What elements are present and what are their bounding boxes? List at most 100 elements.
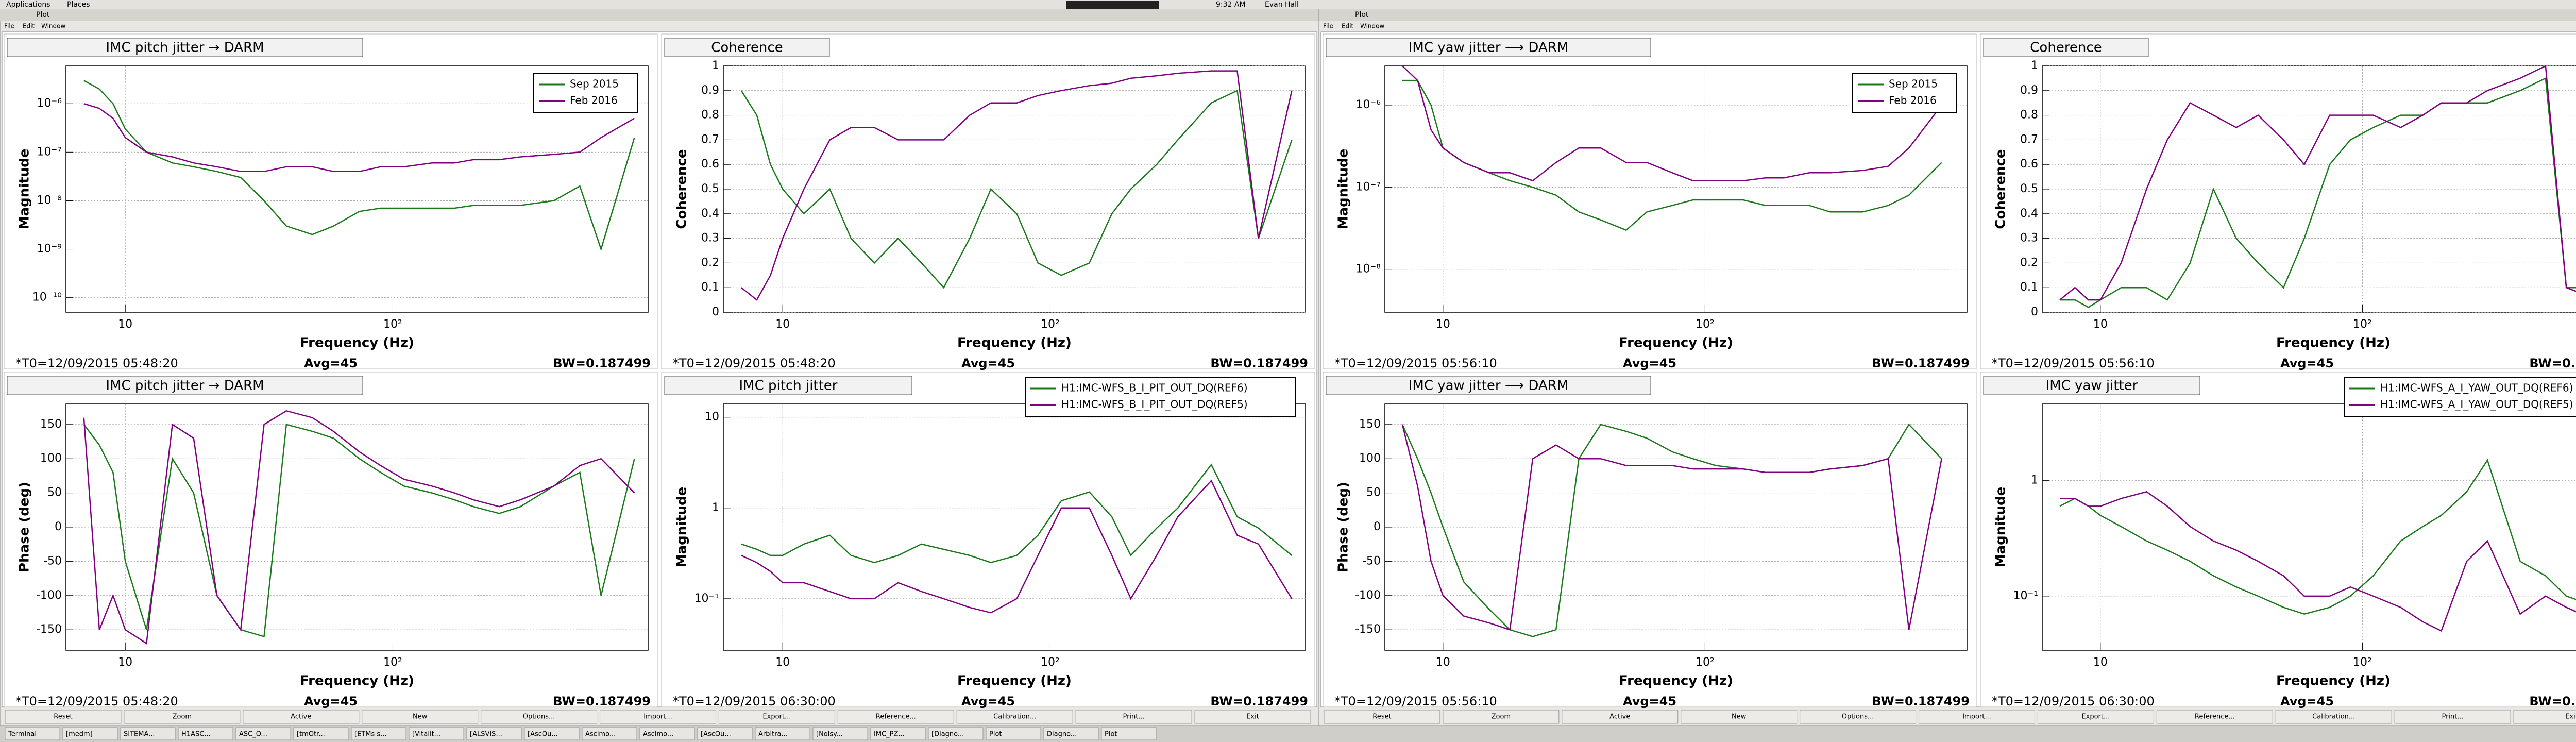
taskbar-label[interactable]: [Noisy... [816,731,842,738]
button-label[interactable]: Print... [1123,713,1144,721]
menu-item[interactable]: Window [41,23,66,30]
taskbar-item[interactable] [986,727,1041,740]
button-label[interactable]: Print... [2442,713,2463,721]
taskbar-item[interactable] [120,727,176,740]
button[interactable] [1194,710,1311,724]
taskbar-label[interactable]: [AscOu... [701,731,731,738]
button-label[interactable]: Reference... [876,713,916,721]
taskbar-label[interactable]: [ETMs s... [354,731,387,738]
button-label[interactable]: Calibration... [2312,713,2355,721]
footer-t0: *T0=12/09/2015 05:48:20 [673,356,836,370]
taskbar-item[interactable] [235,727,291,740]
taskbar-label[interactable]: H1ASC... [181,731,211,738]
taskbar-label[interactable]: IMC_PZ... [874,731,905,738]
user-name[interactable]: Evan Hall [1265,1,1299,9]
menu-applications[interactable]: Applications [6,1,50,9]
taskbar-label[interactable]: Diagno... [1047,731,1077,738]
taskbar-item[interactable] [1101,727,1157,740]
button[interactable] [2037,710,2154,724]
menu-item[interactable]: Edit [23,23,35,30]
footer-t0: *T0=12/09/2015 05:48:20 [15,694,178,709]
button[interactable] [1443,710,1560,724]
taskbar-label[interactable]: ASC_O... [239,731,267,738]
taskbar-label[interactable]: Plot [1105,731,1117,738]
button[interactable] [600,710,716,724]
taskbar-label[interactable]: Terminal [8,731,37,738]
taskbar-item[interactable] [62,727,118,740]
button-label[interactable]: Options... [523,713,555,721]
button[interactable] [5,710,122,724]
button[interactable] [2156,710,2273,724]
button-label[interactable]: Export... [762,713,791,721]
menu-item[interactable]: Window [1360,23,1385,30]
button[interactable] [2394,710,2511,724]
button-label[interactable]: Active [1609,713,1630,721]
button-label[interactable]: Zoom [1492,713,1511,721]
button-label[interactable]: Export... [2081,713,2110,721]
button-label[interactable]: Import... [1962,713,1991,721]
taskbar-item[interactable] [409,727,464,740]
y-tick-label: 0.5 [701,182,719,195]
taskbar-label[interactable]: Ascimo... [643,731,673,738]
button-label[interactable]: New [413,713,428,721]
taskbar-item[interactable] [928,727,984,740]
button[interactable] [124,710,241,724]
button[interactable] [2275,710,2392,724]
taskbar-item[interactable] [524,727,580,740]
taskbar-item[interactable] [582,727,637,740]
button[interactable] [1562,710,1679,724]
taskbar-label[interactable]: [AscOu... [528,731,558,738]
button[interactable] [718,710,835,724]
taskbar-label[interactable]: Arbitra... [758,731,788,738]
taskbar-label[interactable]: [medm] [66,731,93,738]
button[interactable] [481,710,598,724]
button[interactable] [1324,710,1440,724]
button-label[interactable]: Exit [1246,713,1259,721]
taskbar-item[interactable] [812,727,868,740]
menu-item[interactable]: Edit [1342,23,1354,30]
taskbar-item[interactable] [1043,727,1099,740]
button-label[interactable]: New [1732,713,1747,721]
taskbar-item[interactable] [5,727,60,740]
button[interactable] [362,710,479,724]
button-label[interactable]: Reference... [2195,713,2235,721]
button-label[interactable]: Exit [2565,713,2576,721]
button-label[interactable]: Options... [1842,713,1874,721]
menu-item[interactable]: File [4,23,14,30]
taskbar-label[interactable]: [Vitalit... [412,731,440,738]
series-line [1402,66,1942,182]
taskbar-label[interactable]: [tmOtr... [297,731,325,738]
button[interactable] [1919,710,2035,724]
taskbar-item[interactable] [639,727,695,740]
button[interactable] [837,710,954,724]
button-label[interactable]: Reset [54,713,72,721]
taskbar-label[interactable]: SITEMA... [124,731,155,738]
taskbar-item[interactable] [351,727,406,740]
button[interactable] [1800,710,1917,724]
button-label[interactable]: Reset [1372,713,1391,721]
taskbar-label[interactable]: [Diagno... [931,731,964,738]
button-label[interactable]: Import... [643,713,672,721]
series-line [83,410,635,645]
plot-panel: IMC pitch jitter → DARM 10 10² 10⁻⁶ 10⁻⁷ 10⁻⁸… [4,33,658,370]
button[interactable] [2513,710,2576,724]
taskbar-item[interactable] [466,727,522,740]
taskbar-label[interactable]: [ALSVIS... [470,731,502,738]
button-label[interactable]: Calibration... [993,713,1036,721]
taskbar-item[interactable] [178,727,233,740]
taskbar-item[interactable] [293,727,349,740]
menu-places[interactable]: Places [67,1,90,9]
button[interactable] [1075,710,1192,724]
footer-avg: Avg=45 [304,356,358,370]
taskbar-item[interactable] [697,727,753,740]
taskbar-label[interactable]: Plot [989,731,1002,738]
taskbar-item[interactable] [755,727,810,740]
button[interactable] [956,710,1073,724]
taskbar-item[interactable] [870,727,926,740]
button-label[interactable]: Zoom [173,713,192,721]
taskbar-label[interactable]: Ascimo... [585,731,616,738]
button[interactable] [1681,710,1798,724]
button[interactable] [243,710,360,724]
button-label[interactable]: Active [291,713,311,721]
menu-item[interactable]: File [1323,23,1333,30]
